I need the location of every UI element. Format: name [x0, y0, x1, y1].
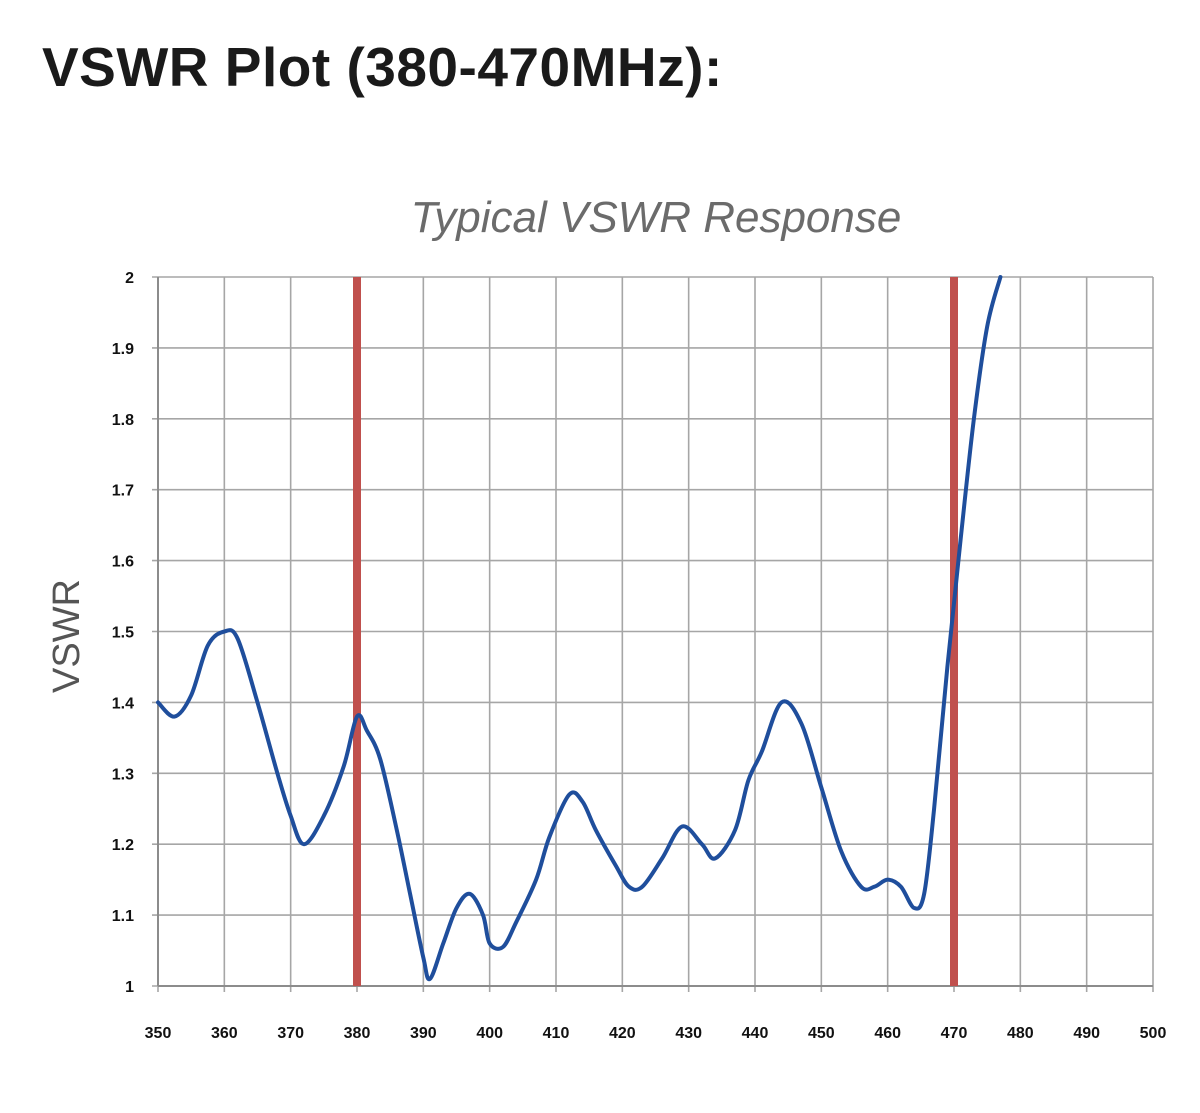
y-tick-label: 1.8	[112, 412, 134, 429]
y-tick-label: 1.5	[112, 625, 134, 642]
x-tick-labels: 350 360 370 380 390 400 410 420 430 440 450 460 470 4…	[145, 1025, 1167, 1042]
y-tick-label: 1.6	[112, 554, 134, 571]
x-tick-label: 350	[145, 1025, 172, 1042]
y-tick-label: 1.4	[112, 695, 134, 712]
x-tick-label: 430	[675, 1025, 702, 1042]
x-tick-label: 390	[410, 1025, 437, 1042]
x-tick-label: 360	[211, 1025, 238, 1042]
y-tick-label: 1.7	[112, 483, 134, 500]
x-tick-label: 480	[1007, 1025, 1034, 1042]
x-tick-label: 470	[941, 1025, 968, 1042]
y-tick-label: 1.3	[112, 766, 134, 783]
y-tick-label: 1.9	[112, 341, 134, 358]
x-tick-label: 450	[808, 1025, 835, 1042]
y-tick-labels: 1 1.1 1.2 1.3 1.4 1.5 1.6 1.7 1.8 1.9 2	[112, 270, 134, 996]
data-series	[156, 275, 1003, 982]
x-tick-label: 490	[1073, 1025, 1100, 1042]
page-title: VSWR Plot (380-470MHz):	[42, 36, 723, 98]
x-tick-label: 410	[543, 1025, 570, 1042]
y-tick-label: 1.2	[112, 837, 134, 854]
x-tick-label: 420	[609, 1025, 636, 1042]
x-tick-label: 460	[874, 1025, 901, 1042]
vswr-series-line	[156, 275, 1003, 982]
x-tick-label: 380	[344, 1025, 371, 1042]
x-tick-label: 440	[742, 1025, 769, 1042]
chart-title: Typical VSWR Response	[411, 193, 902, 242]
y-tick-label: 1	[125, 979, 134, 996]
x-tick-label: 500	[1140, 1025, 1167, 1042]
frequency-band-markers	[353, 277, 958, 986]
grid-lines	[152, 276, 1154, 992]
x-tick-label: 400	[476, 1025, 503, 1042]
y-tick-label: 2	[125, 270, 134, 287]
y-axis-label: VSWR	[46, 579, 88, 693]
x-tick-label: 370	[277, 1025, 304, 1042]
y-tick-label: 1.1	[112, 908, 134, 925]
